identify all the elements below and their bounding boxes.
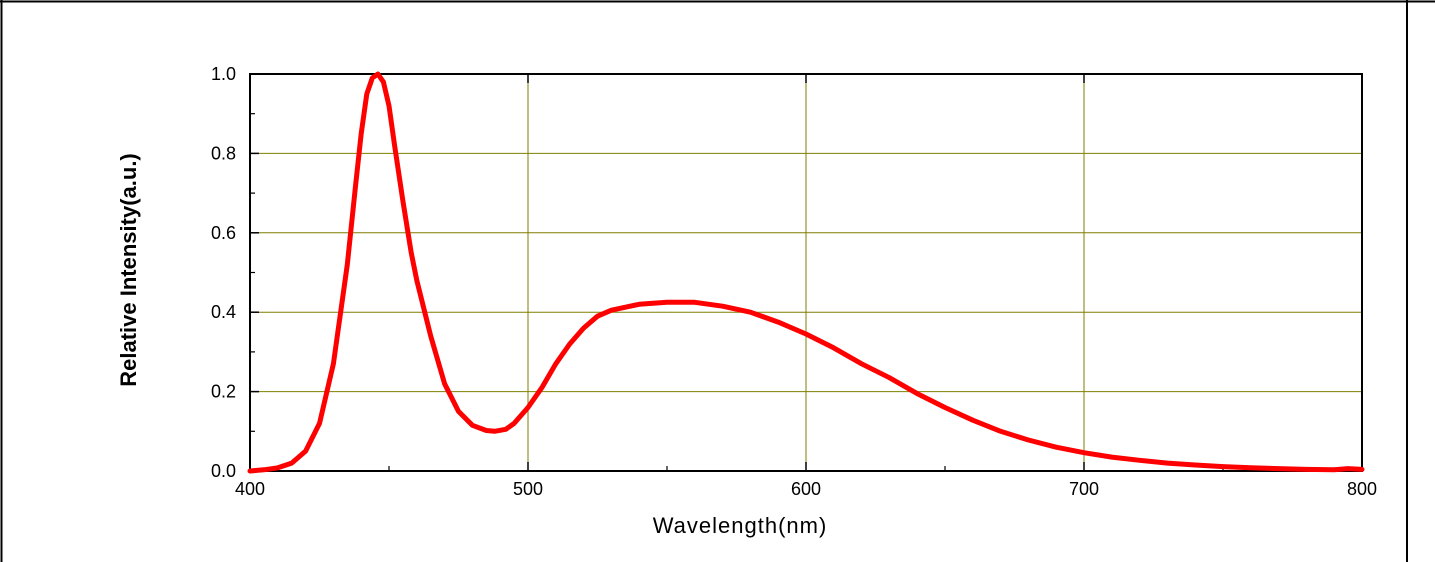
y-tick-label: 0.0 [211,461,236,481]
spectrum-line [247,71,1365,474]
y-tick-label: 0.8 [211,143,236,163]
y-tick-label: 0.2 [211,382,236,402]
y-tick-label: 0.6 [211,223,236,243]
y-tick-label: 0.4 [211,302,236,322]
x-tick-label: 500 [513,479,543,499]
y-tick-label: 1.0 [211,64,236,84]
x-tick-label: 600 [791,479,821,499]
grid-layer [250,74,1362,471]
x-tick-label: 700 [1069,479,1099,499]
ticks-layer [249,73,1363,472]
series-layer [247,71,1365,474]
x-tick-label: 400 [235,479,265,499]
x-axis-title: Wavelength(nm) [653,513,828,538]
y-axis-title: Relative Intensity(a.u.) [116,153,141,387]
tick-labels-layer: 400 500 600 700 800 0.0 0.2 0.4 0.6 0.8 1.0 [211,64,1377,499]
x-tick-label: 800 [1347,479,1377,499]
